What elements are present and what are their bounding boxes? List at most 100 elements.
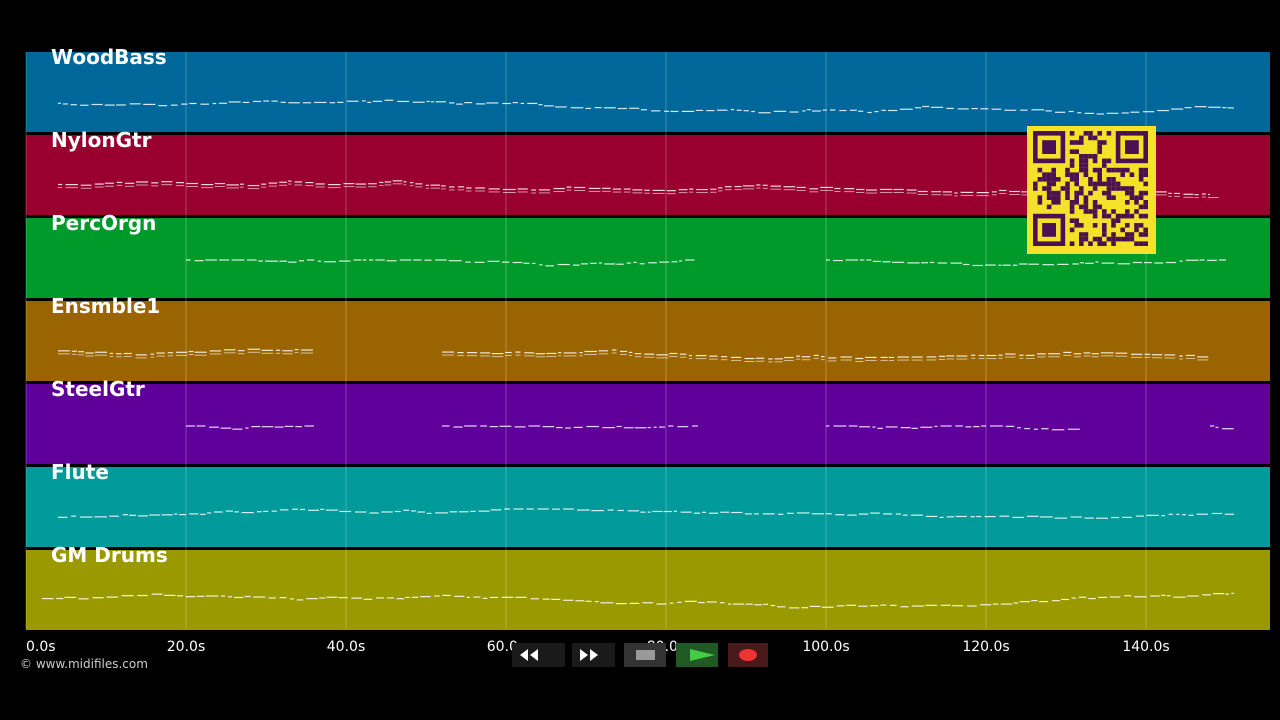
qr-cell bbox=[1115, 236, 1121, 242]
qr-cell bbox=[1092, 200, 1098, 205]
qr-cell bbox=[1138, 241, 1144, 246]
qr-cell bbox=[1143, 172, 1148, 177]
qr-cell bbox=[1051, 177, 1056, 182]
forward-button[interactable] bbox=[572, 643, 615, 667]
qr-cell bbox=[1092, 236, 1098, 242]
qr-cell bbox=[1138, 204, 1144, 210]
qr-cell bbox=[1079, 241, 1084, 246]
qr-cell bbox=[1069, 140, 1075, 145]
qr-cell bbox=[1033, 181, 1038, 187]
stop-button[interactable] bbox=[624, 643, 666, 667]
qr-cell bbox=[1102, 158, 1107, 164]
qr-cell bbox=[1037, 177, 1043, 182]
qr-cell bbox=[1074, 172, 1079, 177]
rewind-button[interactable] bbox=[512, 643, 565, 667]
qr-cell bbox=[1097, 241, 1102, 246]
qr-cell bbox=[1111, 195, 1116, 200]
qr-cell bbox=[1083, 232, 1089, 237]
qr-cell bbox=[1138, 190, 1144, 196]
qr-cell bbox=[1111, 218, 1116, 223]
qr-cell bbox=[1037, 167, 1043, 173]
qr-cell bbox=[1111, 186, 1116, 191]
qr-cell bbox=[1097, 181, 1102, 187]
qr-cell bbox=[1111, 177, 1116, 182]
qr-cell bbox=[1092, 213, 1098, 219]
qr-cell bbox=[1079, 140, 1084, 145]
qr-cell bbox=[1092, 167, 1098, 173]
note-lines bbox=[186, 259, 1226, 267]
qr-cell bbox=[1092, 158, 1098, 164]
qr-cell bbox=[1125, 232, 1130, 237]
qr-cell bbox=[1129, 186, 1135, 191]
track-name: PercOrgn bbox=[51, 211, 156, 235]
qr-cell bbox=[1051, 181, 1056, 187]
qr-cell bbox=[1065, 181, 1070, 187]
qr-cell bbox=[1042, 172, 1047, 177]
qr-cell bbox=[1143, 213, 1148, 219]
qr-cell bbox=[1097, 144, 1102, 150]
qr-cell bbox=[1134, 241, 1139, 246]
qr-cell bbox=[1102, 163, 1107, 168]
qr-cell bbox=[1079, 190, 1084, 196]
track-name: Ensmble1 bbox=[51, 294, 160, 318]
qr-cell bbox=[1115, 213, 1121, 219]
record-button[interactable] bbox=[728, 643, 768, 667]
note-lines bbox=[58, 508, 1234, 519]
tick-label: 0.0s bbox=[26, 639, 56, 655]
qr-cell bbox=[1134, 209, 1139, 214]
track-name: WoodBass bbox=[51, 45, 167, 69]
qr-cell bbox=[1069, 177, 1075, 182]
qr-cell bbox=[1134, 223, 1139, 228]
qr-cell bbox=[1074, 195, 1079, 200]
play-button[interactable] bbox=[676, 643, 718, 667]
qr-cell bbox=[1134, 227, 1139, 233]
qr-cell bbox=[1069, 241, 1075, 246]
qr-cell bbox=[1120, 227, 1125, 233]
qr-cell bbox=[1125, 223, 1130, 228]
qr-cell bbox=[1074, 190, 1079, 196]
qr-cell bbox=[1069, 200, 1075, 205]
qr-cell bbox=[1102, 209, 1107, 214]
qr-cell bbox=[1106, 158, 1112, 164]
qr-cell bbox=[1083, 163, 1089, 168]
qr-cell bbox=[1129, 195, 1135, 200]
qr-cell bbox=[1143, 227, 1148, 233]
qr-cell bbox=[1083, 209, 1089, 214]
qr-cell bbox=[1143, 190, 1148, 196]
qr-cell bbox=[1102, 227, 1107, 233]
qr-cell bbox=[1134, 195, 1139, 200]
qr-cell bbox=[1037, 200, 1043, 205]
qr-finder bbox=[1115, 131, 1148, 164]
qr-cell bbox=[1088, 177, 1093, 182]
qr-cell bbox=[1106, 167, 1112, 173]
qr-cell bbox=[1083, 195, 1089, 200]
qr-cell bbox=[1088, 181, 1093, 187]
qr-cell bbox=[1138, 167, 1144, 173]
qr-cell bbox=[1120, 213, 1125, 219]
qr-cell bbox=[1088, 241, 1093, 246]
qr-cell bbox=[1079, 232, 1084, 237]
qr-cell bbox=[1046, 181, 1052, 187]
qr-cell bbox=[1115, 218, 1121, 223]
qr-cell bbox=[1129, 172, 1135, 177]
qr-finder bbox=[1042, 140, 1056, 154]
qr-cell bbox=[1134, 200, 1139, 205]
track-lane bbox=[26, 52, 1270, 132]
qr-cell bbox=[1074, 200, 1079, 205]
qr-finder bbox=[1125, 140, 1139, 154]
qr-finder bbox=[1042, 223, 1056, 237]
qr-cell bbox=[1074, 140, 1079, 145]
qr-cell bbox=[1097, 167, 1102, 173]
qr-cell bbox=[1083, 236, 1089, 242]
tick-label: 40.0s bbox=[327, 639, 365, 655]
qr-cell bbox=[1106, 131, 1112, 136]
qr-cell bbox=[1092, 181, 1098, 187]
qr-cell bbox=[1046, 186, 1052, 191]
qr-cell bbox=[1106, 213, 1112, 219]
qr-cell bbox=[1051, 172, 1056, 177]
qr-cell bbox=[1056, 177, 1061, 182]
qr-cell bbox=[1056, 200, 1061, 205]
qr-cell bbox=[1138, 172, 1144, 177]
